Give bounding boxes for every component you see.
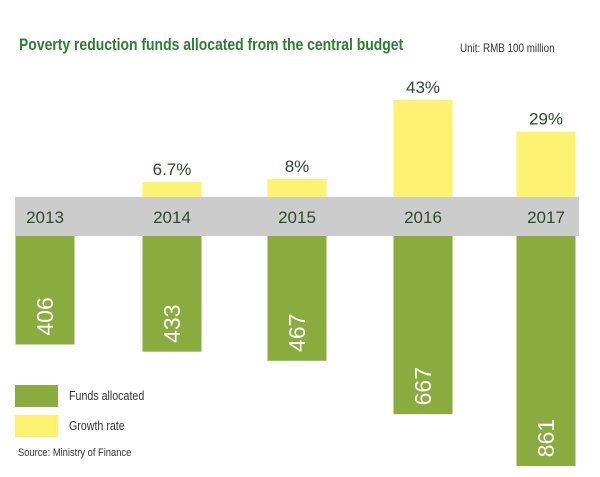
growth-bar-2014: [142, 181, 202, 197]
category-axis-band: [15, 197, 579, 236]
legend-swatch-funds: [15, 385, 58, 407]
category-label-2015: 2015: [278, 208, 316, 227]
unit-label: Unit: RMB 100 million: [460, 41, 555, 55]
source-note: Source: Ministry of Finance: [18, 447, 132, 459]
funds-label-2017: 861: [533, 419, 559, 457]
legend-swatch-growth: [15, 415, 58, 437]
funds-label-2016: 667: [410, 367, 436, 405]
funds-label-2015: 467: [284, 314, 310, 352]
funds-bar-2015: [267, 236, 327, 361]
category-label-2017: 2017: [527, 208, 565, 227]
growth-label-2014: 6.7%: [153, 160, 192, 179]
funds-bar-2013: [15, 236, 75, 345]
growth-bar-2017: [516, 131, 576, 197]
funds-bar-2016: [393, 236, 453, 415]
growth-label-2015: 8%: [285, 157, 310, 176]
growth-bar-2015: [267, 178, 327, 197]
funds-bar-2014: [142, 236, 202, 352]
legend-item-growth: Growth rate: [15, 415, 175, 437]
chart-title: Poverty reduction funds allocated from t…: [19, 35, 404, 54]
legend-label-growth: Growth rate: [69, 418, 125, 433]
growth-bar-2016: [393, 100, 453, 197]
category-label-2013: 2013: [26, 208, 64, 227]
legend-label-funds: Funds allocated: [69, 388, 145, 403]
funds-label-2014: 433: [159, 304, 185, 342]
growth-label-2016: 43%: [406, 78, 440, 97]
funds-bar-2017: [516, 236, 576, 466]
legend-item-funds: Funds allocated: [15, 385, 175, 407]
funds-label-2013: 406: [32, 297, 58, 335]
category-label-2014: 2014: [153, 208, 191, 227]
category-label-2016: 2016: [404, 208, 442, 227]
growth-label-2017: 29%: [529, 110, 563, 129]
